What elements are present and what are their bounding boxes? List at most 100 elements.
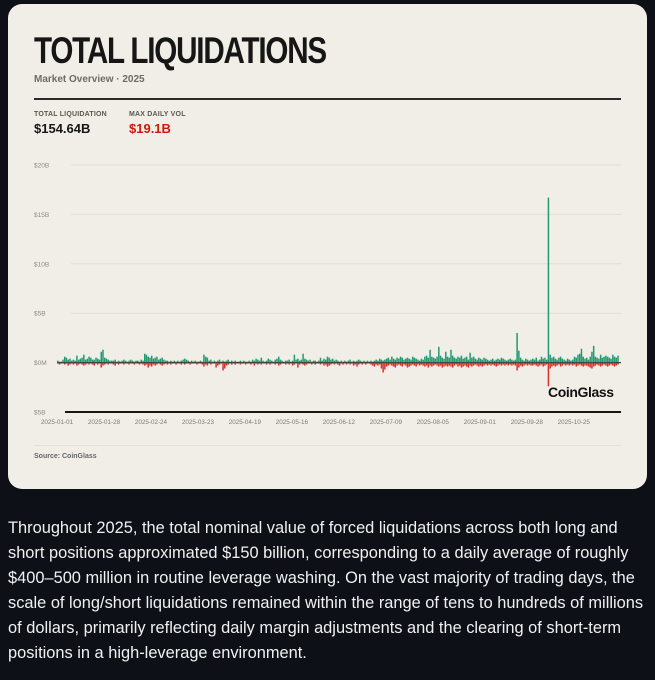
- short-bar: [401, 362, 404, 367]
- long-bar: [213, 360, 216, 363]
- long-bar: [128, 360, 130, 363]
- long-bar: [363, 360, 365, 363]
- short-bar: [580, 362, 583, 366]
- short-bar: [547, 362, 550, 387]
- long-bar: [584, 358, 586, 363]
- long-bar: [276, 358, 278, 363]
- short-bar: [91, 362, 94, 365]
- short-bar: [603, 362, 605, 365]
- short-bar: [408, 362, 410, 367]
- long-bar: [418, 360, 421, 363]
- long-bar: [478, 357, 480, 363]
- stat-label: MAX DAILY VOL: [129, 111, 186, 118]
- long-bar: [337, 360, 339, 363]
- short-bar: [250, 362, 252, 365]
- long-bar: [601, 357, 604, 363]
- y-tick-label: $5B: [34, 311, 46, 318]
- short-bar: [612, 362, 614, 366]
- long-bar: [587, 359, 590, 363]
- long-bar: [429, 349, 431, 363]
- short-bar: [431, 362, 433, 367]
- short-bar: [222, 362, 224, 371]
- long-bar: [582, 356, 584, 363]
- long-bar: [98, 359, 101, 363]
- long-bar: [458, 357, 461, 363]
- long-bar: [69, 358, 71, 363]
- long-bar: [318, 360, 320, 363]
- long-bar: [464, 357, 466, 363]
- x-tick-label: 2025-03-23: [182, 419, 215, 426]
- short-bar: [163, 362, 165, 365]
- short-bar: [277, 362, 280, 366]
- short-bar: [84, 362, 87, 365]
- short-bar: [427, 362, 430, 368]
- long-bar: [446, 356, 449, 363]
- long-bar: [493, 360, 496, 363]
- long-bar: [424, 356, 426, 363]
- long-bar: [568, 359, 571, 363]
- long-bar: [142, 360, 144, 363]
- short-bar: [371, 362, 374, 366]
- long-bar: [323, 358, 325, 363]
- long-bar: [144, 353, 146, 363]
- long-bar: [295, 359, 297, 363]
- short-bar: [156, 362, 158, 365]
- long-bar: [377, 360, 379, 363]
- long-bar: [326, 356, 329, 363]
- short-bar: [380, 362, 383, 369]
- long-bar: [462, 358, 464, 363]
- long-bar: [331, 358, 334, 363]
- long-bar: [474, 358, 477, 363]
- long-bar: [545, 359, 548, 363]
- stat-value: $154.64B: [34, 121, 91, 136]
- long-bar: [63, 356, 66, 363]
- short-bar: [566, 362, 569, 365]
- short-bar: [291, 362, 294, 366]
- long-bar: [281, 360, 283, 363]
- short-bar: [500, 362, 503, 366]
- long-bar: [417, 359, 419, 363]
- long-bar: [227, 359, 230, 363]
- long-bar: [366, 360, 369, 363]
- long-bar: [465, 356, 468, 363]
- short-bar: [432, 362, 435, 366]
- long-bar: [190, 360, 193, 363]
- x-tick-label: 2025-10-25: [558, 419, 591, 426]
- short-bar: [565, 362, 567, 366]
- short-bar: [244, 362, 247, 365]
- short-bar: [204, 362, 207, 365]
- long-bar: [558, 357, 560, 363]
- long-bar: [76, 355, 78, 363]
- short-bar: [373, 362, 376, 367]
- long-bar: [208, 360, 210, 363]
- short-bar: [418, 362, 421, 366]
- short-bar: [591, 362, 593, 369]
- long-bar: [284, 360, 287, 363]
- long-bar: [525, 358, 527, 363]
- short-bar: [516, 362, 518, 371]
- long-bar: [497, 358, 499, 363]
- long-bar: [135, 360, 137, 363]
- long-bar: [540, 356, 543, 363]
- short-bar: [492, 362, 494, 365]
- long-bar: [203, 354, 205, 363]
- short-bar: [570, 362, 572, 365]
- short-bar: [76, 362, 78, 366]
- long-bar: [526, 359, 529, 363]
- long-bar: [145, 354, 148, 363]
- long-bar: [432, 357, 435, 363]
- long-bar: [537, 360, 539, 363]
- long-bar: [222, 360, 224, 363]
- short-bar: [257, 362, 259, 365]
- short-bar: [573, 362, 576, 365]
- short-bar: [464, 362, 466, 366]
- long-bar: [471, 357, 473, 363]
- long-bar: [507, 359, 510, 363]
- long-bar: [504, 359, 506, 363]
- short-bar: [225, 362, 228, 366]
- short-bar: [231, 362, 233, 365]
- short-bar: [601, 362, 604, 366]
- short-bar: [234, 362, 236, 365]
- short-bar: [342, 362, 344, 365]
- short-bar: [451, 362, 454, 368]
